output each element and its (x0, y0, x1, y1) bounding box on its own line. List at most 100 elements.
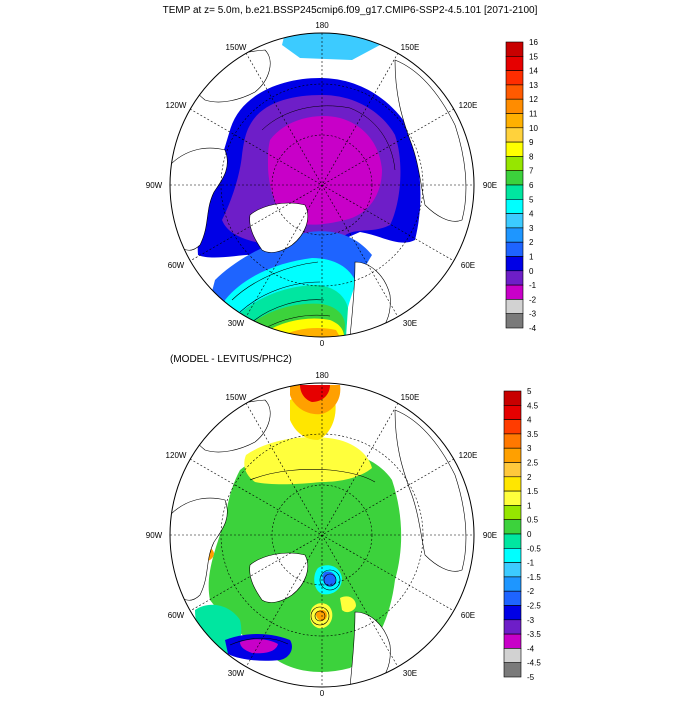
colorbar-swatch (505, 299, 524, 314)
top-label-90w: 90W (146, 181, 163, 190)
colorbar-swatch (503, 619, 522, 635)
colorbar-tick-label: 2.5 (527, 459, 539, 468)
colorbar-tick-label: -3 (527, 616, 535, 625)
bottom-label-60w: 60W (168, 611, 185, 620)
colorbar-swatch (503, 404, 522, 420)
bottom-label-90e: 90E (483, 531, 497, 540)
colorbar-swatch (503, 547, 522, 563)
top-label-120e: 120E (459, 101, 478, 110)
colorbar-swatch (505, 256, 524, 272)
top-label-120w: 120W (166, 101, 187, 110)
colorbar-tick-label: 5 (527, 387, 532, 396)
top-land-siberia (394, 59, 467, 222)
colorbar-tick-label: 2 (529, 238, 534, 247)
bottom-label-150e: 150E (401, 393, 420, 402)
colorbar-tick-label: 7 (529, 167, 534, 176)
colorbar-tick-label: 14 (529, 67, 538, 76)
colorbar-swatch (505, 184, 524, 200)
top-magenta-core (268, 116, 382, 225)
bottom-label-30e: 30E (403, 669, 417, 678)
colorbar-tick-label: 1 (529, 253, 534, 262)
colorbar-tick-label: -4 (527, 644, 535, 653)
colorbar-swatch (505, 70, 524, 86)
colorbar-tick-label: 2 (527, 473, 532, 482)
colorbar-tick-label: 6 (529, 181, 534, 190)
colorbar-tick-label: 12 (529, 95, 538, 104)
top-label-30w: 30W (228, 319, 245, 328)
top-label-30e: 30E (403, 319, 417, 328)
colorbar-tick-label: 1 (527, 501, 532, 510)
colorbar-tick-label: -0.5 (527, 544, 541, 553)
colorbar-tick-label: -1.5 (527, 573, 541, 582)
colorbar-swatch (505, 141, 524, 157)
colorbar-tick-label: 4.5 (527, 401, 539, 410)
colorbar-tick-label: -1 (527, 559, 535, 568)
colorbar-swatch (503, 505, 522, 520)
colorbar-tick-label: -1 (529, 281, 537, 290)
colorbar-tick-label: 13 (529, 81, 538, 90)
colorbar-swatch (503, 476, 522, 492)
colorbar-tick-label: -3.5 (527, 630, 541, 639)
colorbar-swatch (503, 462, 522, 478)
colorbar-swatch (505, 127, 524, 143)
colorbar-tick-label: 9 (529, 138, 534, 147)
bottom-land-siberia (394, 409, 467, 572)
top-label-150e: 150E (401, 43, 420, 52)
top-land-greenland (249, 202, 309, 253)
colorbar-swatch (503, 633, 522, 649)
bottom-graticule (170, 383, 474, 687)
bottom-label-30w: 30W (228, 669, 245, 678)
colorbar-tick-label: 8 (529, 152, 534, 161)
top-label-0: 0 (320, 339, 325, 348)
colorbar-swatch (503, 519, 522, 535)
colorbar-swatch (505, 156, 524, 171)
top-label-60w: 60W (168, 261, 185, 270)
bottom-label-120w: 120W (166, 451, 187, 460)
colorbar-swatch (505, 284, 524, 300)
colorbar-tick-label: 5 (529, 195, 534, 204)
bottom-panel-label: (MODEL - LEVITUS/PHC2) (170, 354, 292, 365)
colorbar-tick-label: 15 (529, 52, 538, 61)
colorbar-tick-label: 3 (527, 444, 532, 453)
colorbar-tick-label: 11 (529, 110, 538, 119)
colorbar-swatch (505, 313, 524, 329)
bottom-label-90w: 90W (146, 531, 163, 540)
figure-title: TEMP at z= 5.0m, b.e21.BSSP245cmip6.f09_… (163, 5, 538, 16)
bottom-cold-core (240, 639, 278, 654)
colorbar-swatch (503, 490, 522, 506)
colorbar-swatch (505, 41, 524, 57)
colorbar-tick-label: 0.5 (527, 516, 539, 525)
colorbar-swatch (505, 213, 524, 229)
colorbar-swatch (503, 390, 522, 406)
colorbar-swatch (505, 113, 524, 129)
colorbar-swatch (503, 648, 522, 664)
bottom-map-panel: 180 150E 120E 90E 60E 30E 0 30W 60W 90W … (146, 371, 497, 698)
top-bering-cyan (282, 33, 380, 60)
colorbar-tick-label: -2.5 (527, 602, 541, 611)
colorbar-swatch (503, 447, 522, 463)
colorbar-tick-label: 3.5 (527, 430, 539, 439)
colorbar-swatch (505, 98, 524, 114)
colorbar-tick-label: -4.5 (527, 659, 541, 668)
top-graticule (170, 33, 474, 337)
colorbar-swatch (505, 270, 524, 286)
colorbar-tick-label: 0 (529, 267, 534, 276)
bottom-colorbar: 5 4.5 4 3.5 3 2.5 2 1.5 1 0.5 0 -0.5 -1 -1.5 -2 -2.5 -3 -… (503, 387, 541, 682)
bottom-map-border (169, 382, 475, 688)
colorbar-tick-label: 0 (527, 530, 532, 539)
colorbar-swatch (503, 590, 522, 606)
bottom-land-greenland (249, 552, 309, 603)
colorbar-tick-label: -2 (527, 587, 535, 596)
bottom-label-180: 180 (315, 371, 329, 380)
colorbar-tick-label: 3 (529, 224, 534, 233)
bottom-warm-eddy-core (315, 609, 327, 621)
colorbar-tick-label: 16 (529, 38, 538, 47)
bottom-map-field (170, 385, 467, 687)
colorbar-tick-label: -3 (529, 310, 537, 319)
colorbar-tick-label: -4 (529, 324, 537, 333)
bottom-label-60e: 60E (461, 611, 475, 620)
colorbar-swatch (503, 605, 522, 621)
colorbar-swatch (505, 241, 524, 257)
